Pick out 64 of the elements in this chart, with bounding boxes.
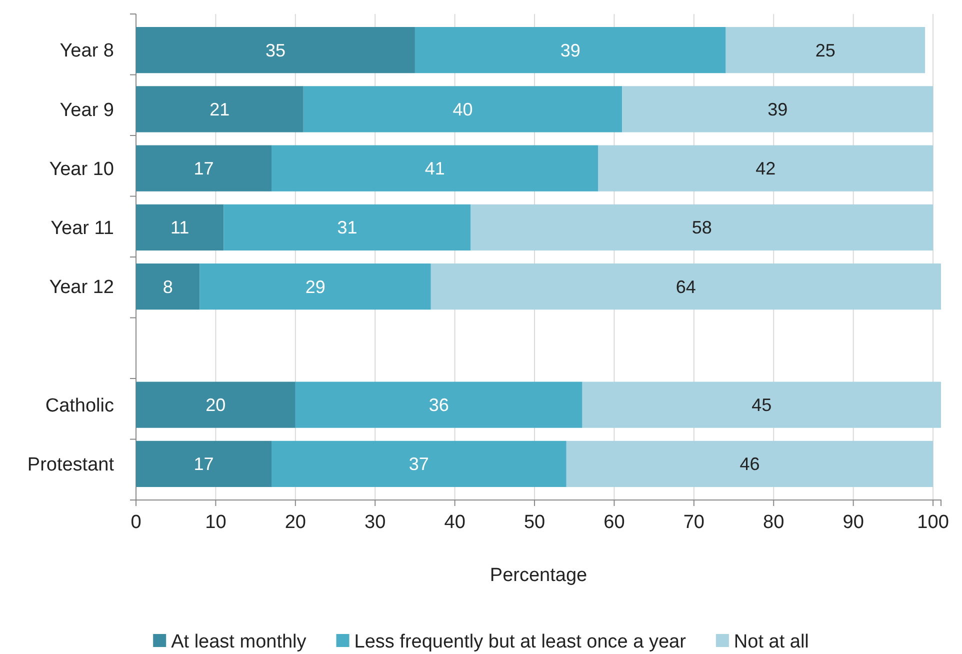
x-tick-label: 0 xyxy=(130,512,142,533)
data-label: 39 xyxy=(768,99,788,120)
bar xyxy=(303,86,622,132)
data-label: 45 xyxy=(752,395,772,416)
x-tick-label: 40 xyxy=(444,512,466,533)
legend-label: Not at all xyxy=(734,632,809,653)
bar xyxy=(582,382,941,428)
bar xyxy=(430,264,941,310)
bar xyxy=(414,27,726,74)
x-tick-label: 60 xyxy=(604,512,625,533)
bar xyxy=(470,204,934,250)
data-label: 36 xyxy=(428,395,449,416)
data-label: 17 xyxy=(194,454,214,474)
bar xyxy=(200,264,431,310)
x-axis-title: Percentage xyxy=(490,565,588,586)
bar xyxy=(136,382,296,428)
bar xyxy=(136,204,224,250)
bar xyxy=(136,145,272,192)
data-label: 11 xyxy=(170,218,190,238)
data-label: 64 xyxy=(676,276,696,297)
bar xyxy=(566,440,934,487)
data-label: 40 xyxy=(452,99,473,120)
data-label: 29 xyxy=(305,276,326,297)
x-tick-label: 80 xyxy=(763,512,784,533)
bar xyxy=(136,86,304,132)
bar xyxy=(598,145,934,192)
bar xyxy=(136,264,200,310)
y-tick-label: Year 10 xyxy=(49,158,114,180)
data-label: 46 xyxy=(740,454,760,474)
y-tick-label: Year 8 xyxy=(60,40,114,62)
data-label: 31 xyxy=(337,218,358,238)
data-label: 37 xyxy=(408,454,429,474)
bar xyxy=(726,27,926,74)
data-label: 42 xyxy=(756,158,776,179)
y-tick-label: Year 12 xyxy=(49,277,114,298)
data-label: 17 xyxy=(194,158,214,179)
x-tick-label: 30 xyxy=(364,512,386,533)
bar xyxy=(136,27,415,74)
y-tick-label: Protestant xyxy=(27,454,115,476)
data-label: 58 xyxy=(692,218,712,238)
data-label: 21 xyxy=(210,99,230,120)
x-tick-label: 10 xyxy=(205,512,226,533)
bar xyxy=(271,440,566,487)
data-label: 35 xyxy=(265,40,286,60)
x-tick-label: 50 xyxy=(524,512,546,533)
legend-label: Less frequently but at least once a year xyxy=(354,632,687,653)
data-label: 20 xyxy=(206,395,226,416)
data-label: 39 xyxy=(560,40,580,60)
bar xyxy=(224,204,471,250)
data-label: 25 xyxy=(815,40,836,60)
bar xyxy=(271,145,598,192)
bar xyxy=(622,86,934,132)
y-tick-label: Year 9 xyxy=(60,100,114,121)
legend-label: At least monthly xyxy=(171,632,307,653)
y-tick-label: Catholic xyxy=(45,395,114,416)
data-label: 41 xyxy=(424,158,445,179)
x-tick-label: 20 xyxy=(284,512,306,533)
x-tick-label: 70 xyxy=(683,512,704,533)
bar xyxy=(295,382,582,428)
x-tick-label: 90 xyxy=(842,512,864,533)
x-tick-label: 100 xyxy=(917,512,949,533)
y-tick-label: Year 11 xyxy=(50,218,114,240)
data-label: 8 xyxy=(162,276,173,297)
bar xyxy=(136,440,272,487)
